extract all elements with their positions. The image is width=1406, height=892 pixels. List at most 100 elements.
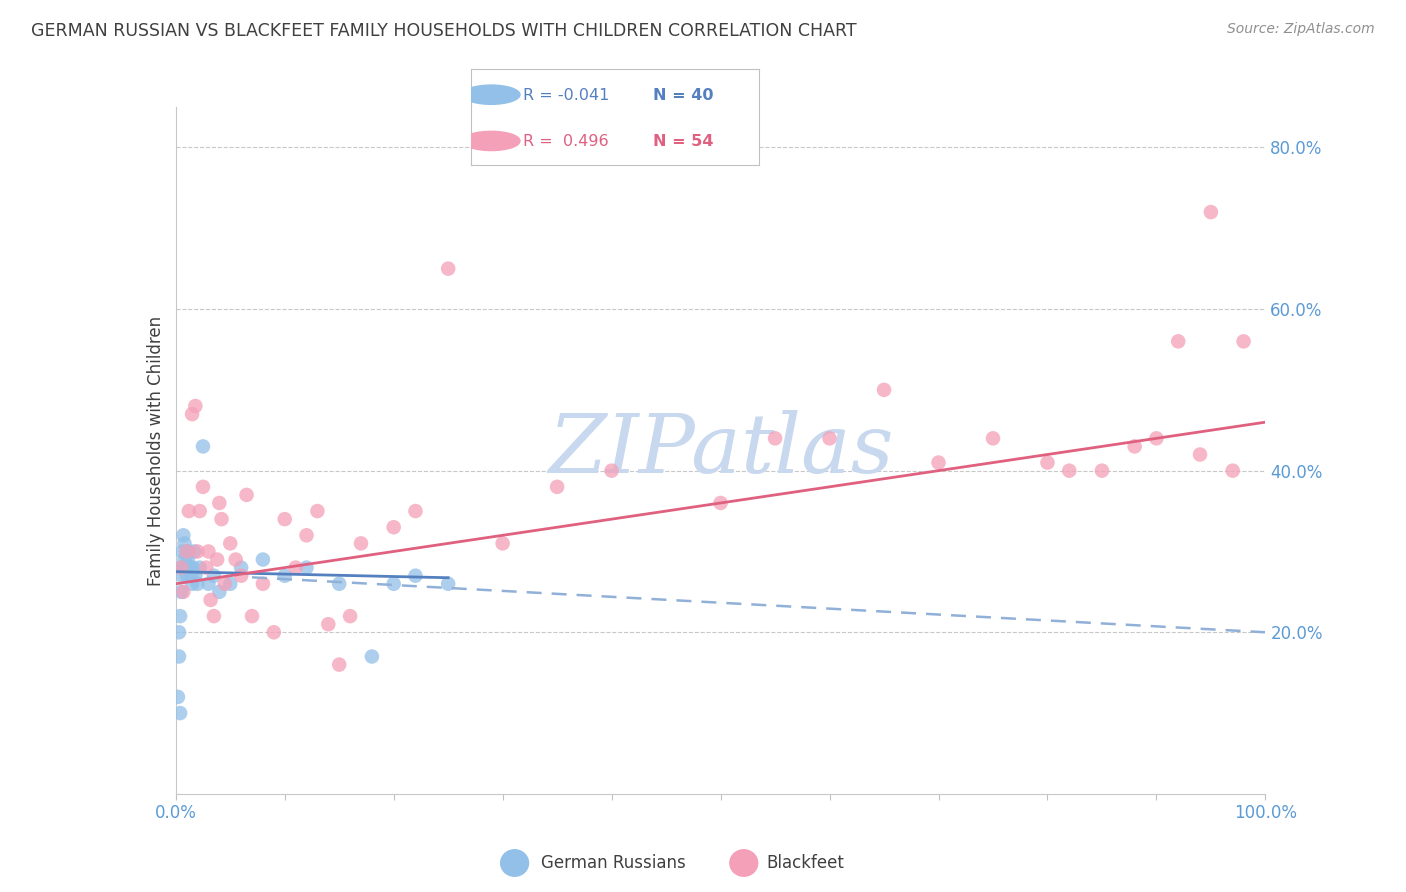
Point [328, 657, 350, 672]
Point [188, 504, 211, 518]
Point [600, 464, 623, 478]
Point [176, 544, 198, 558]
Point [1057, 464, 1080, 478]
Point [202, 568, 225, 582]
Point [252, 576, 274, 591]
Point [167, 649, 190, 664]
Point [405, 568, 427, 582]
Point [360, 649, 382, 664]
Point [172, 528, 194, 542]
Point [177, 544, 200, 558]
Point [211, 512, 233, 526]
Point [437, 576, 460, 591]
Circle shape [501, 850, 529, 876]
Point [208, 496, 231, 510]
Point [295, 528, 318, 542]
Point [173, 552, 195, 566]
Point [183, 544, 205, 558]
Point [200, 593, 222, 607]
Point [205, 552, 228, 566]
Point [176, 568, 198, 582]
Point [214, 576, 236, 591]
Text: R =  0.496: R = 0.496 [523, 135, 609, 149]
Point [1199, 205, 1222, 219]
Point [170, 560, 193, 574]
Point [181, 407, 204, 421]
Point [235, 488, 257, 502]
Point [546, 480, 568, 494]
Text: Source: ZipAtlas.com: Source: ZipAtlas.com [1227, 22, 1375, 37]
Point [231, 560, 253, 574]
Point [170, 585, 193, 599]
Point [382, 520, 405, 534]
Point [252, 552, 274, 566]
Point [307, 504, 329, 518]
Point [172, 560, 194, 574]
Point [1144, 431, 1167, 445]
Text: ZIPatlas: ZIPatlas [548, 410, 893, 491]
Point [1222, 464, 1244, 478]
Point [350, 536, 373, 550]
Point [176, 544, 198, 558]
Point [1189, 448, 1212, 462]
Point [167, 690, 190, 704]
Circle shape [463, 85, 520, 104]
Circle shape [463, 131, 520, 151]
Point [186, 544, 209, 558]
Point [181, 576, 204, 591]
Point [274, 568, 297, 582]
Text: GERMAN RUSSIAN VS BLACKFEET FAMILY HOUSEHOLDS WITH CHILDREN CORRELATION CHART: GERMAN RUSSIAN VS BLACKFEET FAMILY HOUSE… [31, 22, 856, 40]
Point [710, 496, 733, 510]
Point [172, 585, 194, 599]
Point [240, 609, 263, 624]
Point [263, 625, 285, 640]
Point [1232, 334, 1256, 349]
Point [492, 536, 515, 550]
Point [202, 609, 225, 624]
Point [1036, 456, 1059, 470]
Point [928, 456, 950, 470]
Circle shape [730, 850, 758, 876]
Point [981, 431, 1004, 445]
Point [1123, 439, 1146, 453]
Point [172, 568, 194, 582]
Point [284, 560, 307, 574]
Point [219, 576, 242, 591]
Point [231, 568, 253, 582]
Point [318, 617, 340, 632]
Text: N = 40: N = 40 [652, 88, 713, 103]
Point [219, 536, 242, 550]
Point [169, 609, 191, 624]
Point [295, 560, 318, 574]
Point [184, 399, 207, 413]
Point [382, 576, 405, 591]
Point [873, 383, 896, 397]
Point [170, 560, 193, 574]
Point [1167, 334, 1189, 349]
Point [339, 609, 361, 624]
Point [191, 480, 214, 494]
Point [180, 568, 202, 582]
Point [179, 560, 201, 574]
Point [437, 261, 460, 276]
Point [195, 560, 218, 574]
Point [184, 568, 207, 582]
Point [225, 552, 247, 566]
Text: R = -0.041: R = -0.041 [523, 88, 609, 103]
Point [177, 504, 200, 518]
Point [169, 706, 191, 720]
Text: N = 54: N = 54 [652, 135, 713, 149]
Point [186, 576, 209, 591]
Point [1091, 464, 1114, 478]
Point [818, 431, 841, 445]
Point [167, 625, 190, 640]
Point [172, 544, 194, 558]
Point [173, 536, 195, 550]
Text: Blackfeet: Blackfeet [766, 855, 844, 872]
Point [197, 576, 219, 591]
Point [208, 585, 231, 599]
Text: German Russians: German Russians [541, 855, 686, 872]
Point [328, 576, 350, 591]
Point [181, 560, 204, 574]
Point [197, 544, 219, 558]
